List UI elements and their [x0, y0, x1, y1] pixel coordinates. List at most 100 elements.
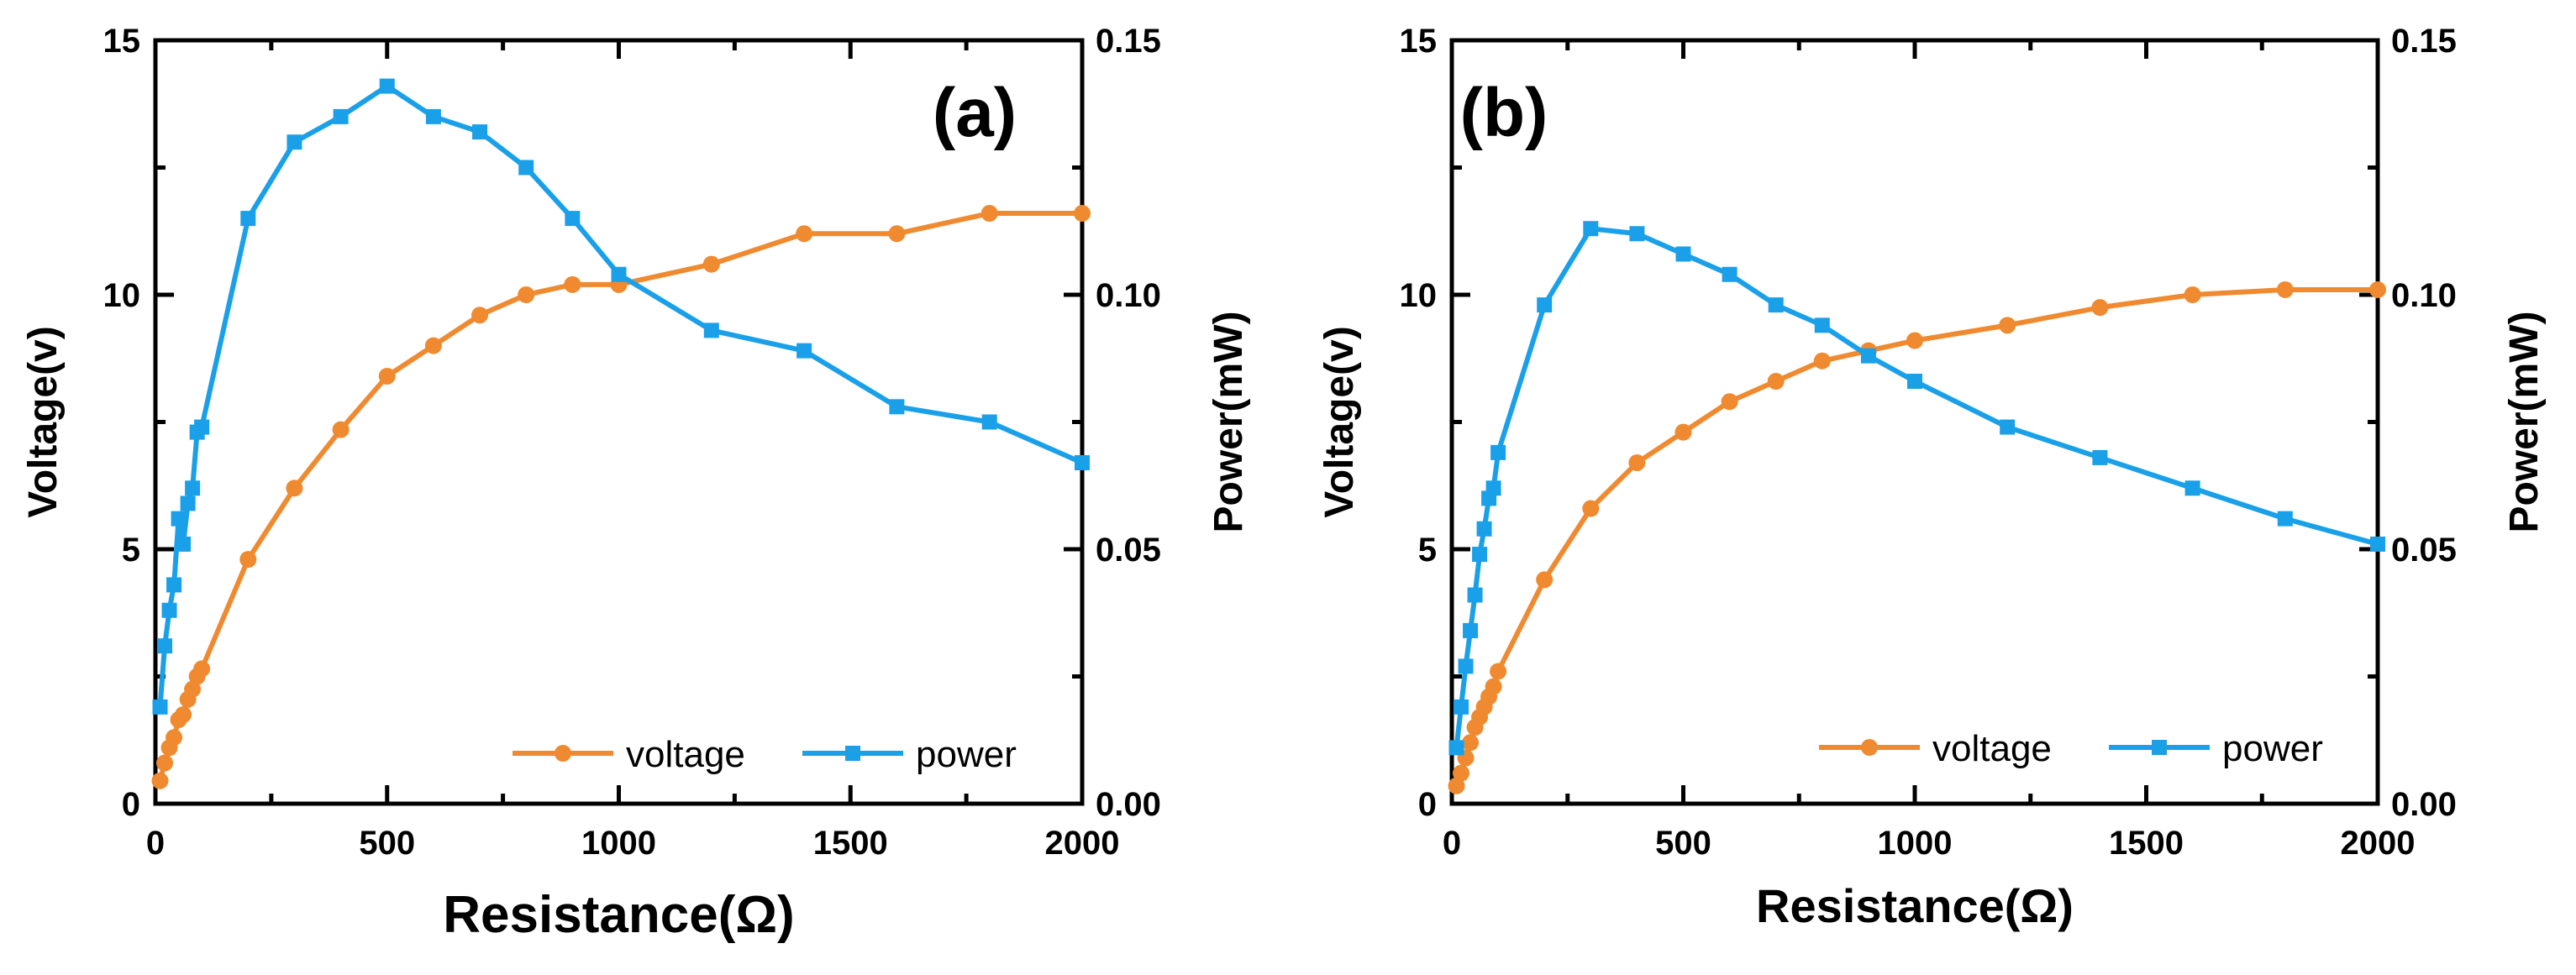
x-tick-label: 1500 [2109, 825, 2184, 862]
power-point [1768, 297, 1784, 313]
voltage-point [471, 307, 489, 324]
voltage-point [332, 421, 350, 438]
legend-voltage-label: voltage [626, 734, 745, 775]
legend-voltage-label: voltage [1932, 728, 2052, 769]
voltage-point [1628, 453, 1646, 471]
y-left-axis-title: Voltage(v) [1317, 326, 1362, 517]
power-point [194, 419, 210, 435]
power-point [1860, 348, 1876, 364]
x-axis-title: Resistance(Ω) [1756, 879, 2074, 932]
voltage-point [193, 660, 211, 678]
voltage-point [2276, 280, 2294, 298]
x-tick-label: 500 [359, 825, 415, 862]
x-tick-label: 2000 [1045, 825, 1120, 862]
voltage-point [564, 275, 581, 293]
voltage-point [184, 680, 202, 698]
power-point [157, 638, 173, 654]
power-point [1629, 226, 1645, 242]
x-axis-title: Resistance(Ω) [443, 886, 794, 944]
y-left-tick-label: 10 [103, 277, 141, 314]
power-point [472, 124, 488, 140]
voltage-point [1536, 571, 1553, 589]
voltage-point [378, 367, 396, 385]
power-point [518, 160, 534, 176]
voltage-point [1485, 678, 1502, 695]
legend-power-marker [2152, 740, 2167, 755]
power-point [1907, 374, 1922, 390]
voltage-point [424, 337, 442, 354]
voltage-point [239, 551, 257, 569]
power-point [176, 536, 192, 552]
plot-frame [1449, 38, 2380, 806]
power-point [1467, 587, 1483, 603]
power-point [425, 108, 441, 124]
voltage-point [1448, 777, 1465, 794]
power-point [2184, 480, 2200, 496]
legend-voltage-marker [555, 745, 571, 762]
x-tick-label: 0 [146, 825, 165, 862]
voltage-point [796, 225, 813, 243]
voltage-point [1582, 500, 1600, 517]
power-point [161, 602, 177, 618]
voltage-point [1813, 352, 1831, 370]
plot-frame [153, 38, 1085, 806]
voltage-point [980, 205, 998, 223]
y-right-tick-label: 0.15 [1096, 23, 1161, 60]
power-point [1490, 444, 1506, 460]
power-point [1722, 266, 1737, 282]
y-right-tick-label: 0.00 [2391, 786, 2457, 823]
x-tick-label: 0 [1443, 825, 1461, 862]
voltage-point [1453, 764, 1470, 782]
y-left-tick-label: 5 [1418, 532, 1437, 569]
power-point [1583, 221, 1599, 237]
voltage-point [2184, 286, 2201, 303]
panel-label: (b) [1460, 75, 1548, 151]
power-point [1454, 699, 1469, 715]
y-right-tick-label: 0.10 [2391, 277, 2457, 314]
voltage-point [1906, 332, 1923, 349]
y-right-axis-title: Power(mW) [2502, 312, 2547, 533]
x-tick-label: 1500 [813, 825, 888, 862]
x-tick-label: 500 [1655, 825, 1711, 862]
power-point [240, 211, 256, 227]
voltage-point [1490, 663, 1507, 680]
power-point [1476, 521, 1492, 537]
voltage-point [1074, 205, 1091, 223]
power-point [185, 480, 201, 496]
voltage-point [2369, 280, 2386, 298]
x-tick-label: 2000 [2341, 825, 2416, 862]
panel-a: 0 500 1000 1500 2000 0 5 10 15 0.00 0.05 0.10 0.15 Re… [21, 23, 1251, 944]
voltage-point [286, 480, 303, 497]
power-point [1075, 454, 1090, 470]
power-point [1485, 480, 1501, 496]
y-left-tick-label: 15 [1400, 23, 1438, 60]
series-line-power [1454, 226, 2379, 748]
y-right-tick-label: 0.00 [1096, 786, 1161, 823]
voltage-point [1462, 734, 1480, 752]
voltage-point [518, 286, 535, 303]
power-point [981, 414, 997, 430]
power-point [796, 343, 812, 359]
power-point [180, 495, 196, 511]
power-point [2277, 511, 2293, 527]
legend-power-label: power [916, 734, 1017, 775]
voltage-point [1767, 373, 1785, 391]
power-point [379, 78, 395, 94]
voltage-point [1674, 423, 1692, 441]
voltage-point [1999, 317, 2016, 334]
y-right-axis-title: Power(mW) [1207, 312, 1251, 533]
power-point [889, 399, 905, 415]
y-left-tick-label: 0 [1418, 786, 1437, 823]
y-right-tick-label: 0.05 [1096, 532, 1161, 569]
power-point [333, 108, 349, 124]
power-point [2370, 536, 2385, 552]
y-right-tick-label: 0.15 [2391, 23, 2457, 60]
power-point [1472, 547, 1488, 563]
legend-power-label: power [2222, 728, 2323, 769]
power-point [1675, 246, 1691, 262]
voltage-point [888, 225, 906, 243]
legend-power-marker [845, 746, 860, 761]
power-point [1448, 740, 1464, 756]
voltage-point [156, 754, 174, 772]
